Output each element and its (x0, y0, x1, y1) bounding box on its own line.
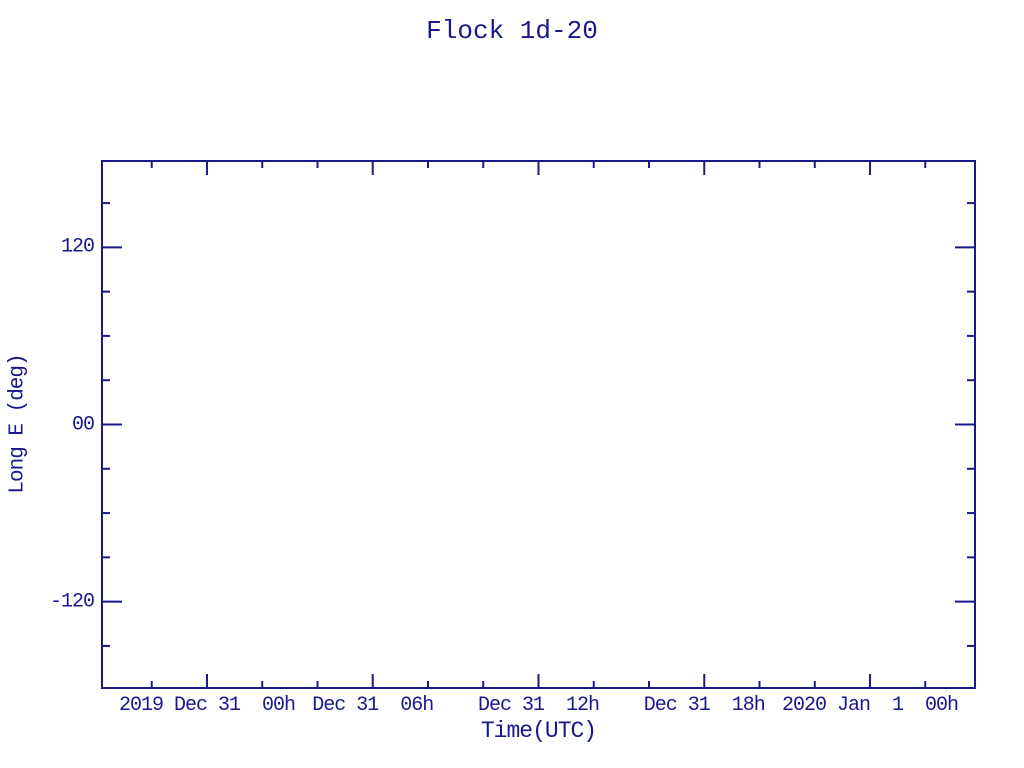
y-tick-label: -120 (49, 590, 95, 614)
x-axis-title: Time(UTC) (480, 718, 597, 744)
chart-title: Flock 1d-20 (426, 16, 598, 46)
x-tick-label: 2019 Dec 31 00h (118, 694, 296, 717)
x-tick-label: Dec 31 12h (477, 694, 600, 717)
x-tick-label: Dec 31 06h (312, 694, 434, 717)
x-tick-label: 2020 Jan 1 00h (782, 694, 959, 717)
y-tick-label: 120 (60, 235, 95, 259)
x-tick-label: Dec 31 18h (643, 694, 766, 717)
y-tick-label: 00 (71, 413, 95, 436)
plot-frame (101, 160, 976, 689)
